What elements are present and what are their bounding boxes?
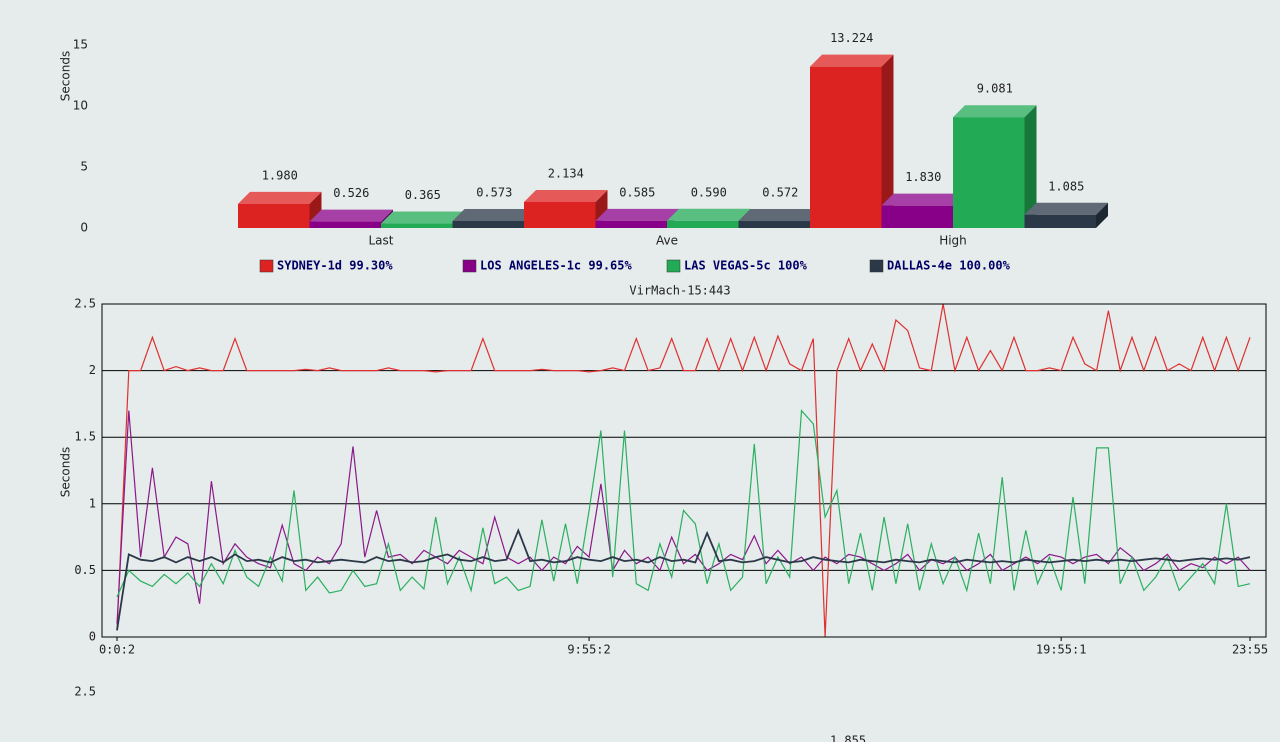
- value-label: 2.134: [548, 166, 584, 180]
- value-label: 0.573: [476, 186, 512, 200]
- bar: [524, 201, 596, 228]
- y-tick-label: 10: [73, 99, 88, 113]
- bar: [595, 220, 667, 228]
- chart-title: VirMach-15:443: [629, 284, 730, 298]
- bar: [381, 223, 453, 228]
- legend-swatch: [259, 259, 274, 273]
- bar: [309, 221, 381, 228]
- x-tick-label: High: [939, 234, 967, 248]
- y-tick-label: 1: [89, 496, 96, 510]
- y-tick-label: 2.5: [74, 685, 96, 699]
- legend-label: DALLAS-4e 100.00%: [887, 259, 1011, 273]
- bar-top: [953, 105, 1037, 118]
- bar: [1024, 214, 1096, 228]
- legend-label: SYDNEY-1d 99.30%: [277, 259, 393, 273]
- series-line: [116, 303, 1251, 638]
- bar-top: [381, 211, 465, 224]
- bar: [953, 117, 1025, 228]
- legend-swatch: [462, 259, 477, 273]
- y-axis-title: Seconds: [59, 447, 73, 497]
- bar-top: [524, 189, 608, 202]
- bar-top: [238, 191, 322, 204]
- bar: [810, 66, 882, 228]
- value-label: 1.855: [830, 734, 866, 742]
- y-axis-title: Seconds: [59, 51, 73, 101]
- bar-top: [309, 209, 393, 222]
- value-label: 0.572: [762, 186, 798, 200]
- bar-top: [881, 193, 965, 206]
- bar-side: [1024, 105, 1037, 228]
- x-tick-label: Last: [369, 234, 394, 248]
- legend-swatch: [869, 259, 884, 273]
- y-tick-label: 2: [89, 363, 96, 377]
- value-label: 0.526: [333, 186, 369, 200]
- bar-top: [810, 54, 894, 67]
- series-line: [116, 409, 1251, 598]
- bar-side: [1096, 202, 1108, 228]
- series-line: [116, 527, 1251, 631]
- value-label: 0.590: [691, 185, 727, 199]
- x-tick-label: 9:55:2: [567, 643, 610, 657]
- value-label: 13.224: [830, 31, 873, 45]
- bar-side: [881, 54, 894, 228]
- series-line: [116, 410, 1251, 624]
- x-tick-label: 23:55: [1232, 643, 1268, 657]
- value-label: 0.365: [405, 188, 441, 202]
- value-label: 1.980: [262, 168, 298, 182]
- y-tick-label: 0.5: [74, 563, 96, 577]
- value-label: 1.085: [1048, 179, 1084, 193]
- bar: [238, 203, 310, 228]
- x-tick-label: 19:55:1: [1036, 643, 1087, 657]
- bar: [452, 221, 524, 228]
- y-tick-label: 0: [89, 630, 96, 644]
- value-label: 1.830: [905, 170, 941, 184]
- value-label: 9.081: [977, 82, 1013, 96]
- bar-top: [595, 208, 679, 221]
- y-tick-label: 15: [73, 38, 88, 52]
- bar-top: [738, 209, 822, 222]
- y-tick-label: 5: [80, 160, 88, 174]
- legend-label: LAS VEGAS-5c 100%: [684, 259, 808, 273]
- bar: [738, 221, 810, 228]
- legend-label: LOS ANGELES-1c 99.65%: [480, 259, 632, 273]
- x-tick-label: Ave: [656, 234, 678, 248]
- y-tick-label: 2.5: [74, 297, 96, 311]
- bar-top: [1024, 202, 1108, 215]
- bar-top: [667, 208, 751, 221]
- bar: [881, 205, 953, 228]
- value-label: 0.585: [619, 185, 655, 199]
- y-tick-label: 0: [80, 221, 88, 235]
- x-tick-label: 0:0:2: [99, 643, 135, 657]
- y-tick-label: 1.5: [74, 430, 96, 444]
- bar: [667, 220, 739, 228]
- plot-frame: [101, 303, 1267, 638]
- legend-swatch: [666, 259, 681, 273]
- bar-top: [452, 209, 536, 222]
